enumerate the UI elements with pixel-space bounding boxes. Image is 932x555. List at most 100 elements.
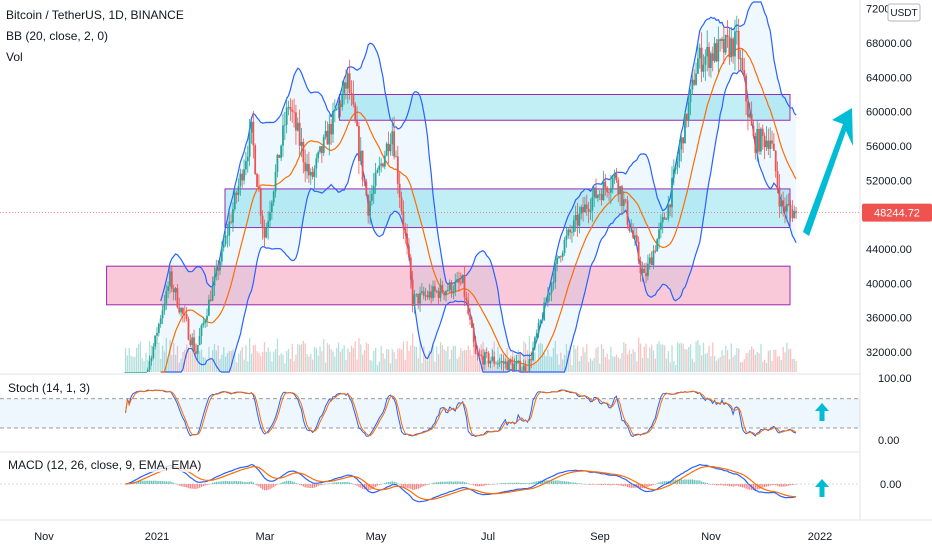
volume-bar <box>443 349 445 372</box>
candle-body <box>202 322 205 326</box>
macd-histogram-bar <box>621 484 623 487</box>
volume-bar <box>704 353 707 372</box>
candle-body <box>287 107 290 108</box>
volume-bar <box>447 346 449 372</box>
symbol-legend[interactable]: Bitcoin / TetherUS, 1D, BINANCE <box>6 8 184 22</box>
volume-bar <box>734 355 736 372</box>
macd-histogram-bar <box>500 483 503 484</box>
time-tick-label: Sep <box>590 531 610 543</box>
volume-bar <box>626 354 629 372</box>
candle-body <box>645 272 647 277</box>
macd-histogram-bar <box>321 484 323 486</box>
macd-histogram-bar <box>287 480 290 484</box>
volume-bar <box>287 349 290 372</box>
macd-histogram-bar <box>782 484 784 487</box>
volume-bar <box>706 352 708 372</box>
candle-body <box>126 372 129 373</box>
support-zone <box>106 265 791 306</box>
volume-bar <box>226 353 229 372</box>
volume-bar <box>350 345 353 372</box>
macd-histogram-bar <box>712 484 714 485</box>
macd-histogram-bar <box>473 484 475 486</box>
stoch-tick-label: 0.00 <box>878 435 899 447</box>
candle-body <box>509 359 512 363</box>
macd-histogram-bar <box>676 479 679 484</box>
volume-bar <box>771 361 773 372</box>
macd-histogram-bar <box>304 484 306 488</box>
candle-body <box>496 363 499 365</box>
volume-bar <box>732 356 734 372</box>
candle-body <box>711 53 714 61</box>
volume-bar <box>689 344 692 372</box>
candle-body <box>663 217 666 220</box>
volume-bar <box>237 353 240 372</box>
candle-body <box>476 353 479 355</box>
volume-bar <box>376 364 379 372</box>
candle-body <box>228 221 231 236</box>
volume-bar <box>526 350 529 372</box>
candle-body <box>333 109 336 111</box>
volume-bar <box>310 353 312 372</box>
candle-body <box>361 150 364 181</box>
candle-body <box>795 211 797 213</box>
macd-legend[interactable]: MACD (12, 26, close, 9, EMA, EMA) <box>6 458 204 472</box>
macd-histogram-bar <box>224 481 227 484</box>
candles-layer <box>0 15 860 373</box>
volume-bar <box>469 350 471 372</box>
volume-bar <box>271 361 273 372</box>
candle-body <box>285 107 288 125</box>
stoch-layer <box>0 389 860 438</box>
bb-fill <box>160 2 797 372</box>
candle-body <box>139 372 142 373</box>
candle-body <box>621 186 623 206</box>
volume-bar <box>221 354 223 372</box>
candle-body <box>495 363 497 365</box>
volume-bar <box>406 341 408 372</box>
volume-bar <box>780 360 782 372</box>
macd-histogram-bar <box>715 484 718 486</box>
candle-body <box>558 256 560 258</box>
candle-body <box>446 289 449 292</box>
volume-bar <box>665 358 668 372</box>
stoch-title: Stoch (14, 1, 3) <box>8 381 91 395</box>
volume-bar <box>662 344 664 372</box>
macd-histogram-bar <box>499 483 501 485</box>
stoch-legend[interactable]: Stoch (14, 1, 3) <box>6 381 93 395</box>
macd-histogram-bar <box>274 484 277 486</box>
candle-body <box>182 308 184 314</box>
macd-title: MACD (12, 26, close, 9, EMA, EMA) <box>8 458 202 472</box>
volume-bar <box>156 343 158 372</box>
candle-body <box>793 211 796 219</box>
macd-histogram-bar <box>487 484 490 485</box>
bb-upper-line <box>160 1 797 357</box>
macd-histogram-bar <box>550 480 553 484</box>
macd-histogram-bar <box>160 481 162 484</box>
macd-histogram-bar <box>552 480 555 484</box>
candle-body <box>409 257 412 280</box>
volume-bar <box>741 362 744 372</box>
currency-badge <box>887 3 921 22</box>
volume-bar <box>784 352 786 372</box>
candle-body <box>595 187 597 198</box>
volume-bar <box>147 359 149 372</box>
candle-body <box>504 361 507 364</box>
candle-body <box>754 136 757 153</box>
vol-legend[interactable]: Vol <box>6 50 23 64</box>
volume-bar <box>726 349 729 372</box>
volume-bar <box>760 343 762 372</box>
candle-body <box>241 173 244 181</box>
bb-legend[interactable]: BB (20, close, 2, 0) <box>6 29 108 43</box>
macd-histogram-bar <box>630 484 632 488</box>
volume-bar <box>597 346 599 372</box>
macd-histogram-bar <box>478 484 481 487</box>
volume-bar <box>586 344 588 372</box>
candle-body <box>272 191 275 203</box>
macd-histogram-bar <box>558 480 560 484</box>
macd-histogram-bar <box>573 482 575 484</box>
macd-histogram-bar <box>645 484 647 488</box>
macd-histogram-bar <box>521 483 523 484</box>
volume-bar <box>743 359 745 372</box>
time-tick-label: 2022 <box>808 531 832 543</box>
volume-bar <box>589 358 592 372</box>
